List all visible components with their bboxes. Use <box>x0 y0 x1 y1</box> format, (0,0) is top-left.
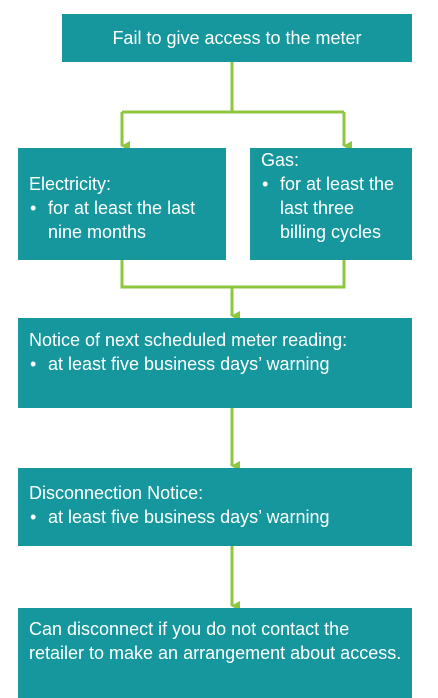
page: {"nodes": [ {"text": "Fail to give acces… <box>0 0 438 658</box>
bullet: for at least the last nine months <box>29 196 218 244</box>
notice-box: Notice of next scheduled meter reading: … <box>18 318 412 408</box>
connector <box>122 62 344 114</box>
node-title: Notice of next scheduled meter reading: <box>29 330 348 350</box>
bullet: at least five business days’ warning <box>29 505 404 529</box>
connector <box>120 260 346 289</box>
disconnection-box: Disconnection Notice: at least five busi… <box>18 468 412 546</box>
outcome-box: Can disconnect if you do not contact the… <box>18 608 412 698</box>
node-text: Can disconnect if you do not contact the… <box>29 619 402 663</box>
bullet: for at least the last three billing cycl… <box>261 172 404 244</box>
node-title: Disconnection Notice: <box>29 483 204 503</box>
connectors <box>120 62 352 611</box>
node-text: Fail to give access to the meter <box>112 28 362 48</box>
electricity-box: Electricity: for at least the last nine … <box>18 148 226 260</box>
start-box: Fail to give access to the meter <box>62 14 412 62</box>
gas-box: Gas: for at least the last three billing… <box>250 148 412 260</box>
node-title: Electricity: <box>29 174 112 194</box>
bullet: at least five business days’ warning <box>29 352 404 376</box>
node-title: Gas: <box>261 150 300 170</box>
